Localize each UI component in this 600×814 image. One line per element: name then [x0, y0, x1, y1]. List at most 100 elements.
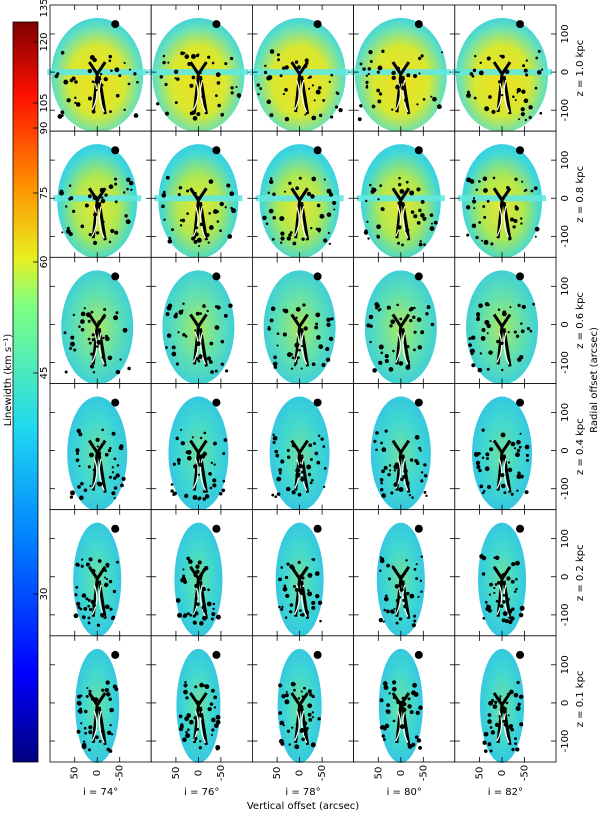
contour — [307, 689, 312, 694]
contour — [388, 692, 391, 695]
contour — [121, 476, 126, 481]
contour — [500, 196, 503, 199]
contour — [92, 371, 96, 374]
contour — [76, 729, 81, 734]
contour — [319, 213, 325, 219]
panel — [251, 256, 354, 385]
contour — [380, 487, 384, 492]
contour — [87, 68, 93, 74]
contour — [481, 572, 486, 576]
contour — [210, 370, 214, 374]
contour — [187, 62, 192, 67]
contour — [192, 79, 206, 113]
contour — [270, 306, 276, 312]
contour — [309, 481, 313, 485]
contour — [395, 332, 409, 365]
contour — [88, 607, 93, 612]
contour — [497, 80, 502, 84]
contour — [491, 109, 496, 115]
contour — [420, 555, 424, 558]
panel — [454, 130, 557, 259]
contour — [294, 710, 308, 744]
contour — [179, 219, 183, 222]
contour — [278, 711, 283, 715]
contour — [267, 327, 271, 331]
contour — [307, 472, 312, 477]
contour — [69, 196, 74, 201]
contour — [525, 73, 529, 77]
contour — [192, 614, 196, 618]
contour — [189, 613, 193, 617]
panel — [49, 383, 152, 511]
colorbar-tick-label: 120 — [39, 32, 50, 51]
contour — [171, 345, 176, 350]
contour — [113, 486, 118, 490]
contour — [123, 108, 126, 112]
contour — [365, 199, 368, 203]
contour — [326, 322, 331, 327]
contour — [91, 109, 96, 114]
contour — [508, 236, 512, 240]
contour — [73, 348, 77, 352]
contour — [400, 580, 405, 585]
contour — [206, 356, 212, 361]
y-tick-label: -100 — [560, 604, 571, 627]
column-label: i = 78° — [285, 787, 320, 798]
contour — [486, 457, 489, 461]
contour — [315, 89, 321, 95]
contour — [391, 70, 396, 76]
contour — [413, 348, 416, 352]
contour — [285, 593, 290, 599]
contour — [414, 735, 419, 739]
contour — [317, 717, 321, 721]
contour — [513, 692, 519, 698]
contour — [184, 335, 188, 338]
contour — [290, 367, 294, 370]
contour — [499, 54, 502, 58]
contour — [226, 183, 231, 188]
contour — [164, 82, 168, 87]
contour — [295, 472, 301, 478]
contour — [325, 346, 330, 352]
contour — [280, 566, 284, 569]
contour — [215, 614, 221, 620]
contour — [372, 368, 377, 373]
contour — [479, 484, 484, 489]
contour — [503, 491, 507, 495]
contour — [93, 697, 99, 702]
contour — [66, 98, 71, 103]
contour — [298, 463, 303, 469]
x-tick-label: -50 — [115, 765, 126, 781]
contour — [90, 696, 96, 701]
contour — [196, 112, 201, 117]
contour — [509, 689, 514, 695]
x-tick-label: -50 — [418, 765, 429, 781]
contour — [81, 615, 86, 620]
contour — [114, 182, 118, 186]
contour — [478, 303, 483, 309]
contour — [202, 615, 207, 621]
contour — [101, 688, 105, 692]
contour — [224, 206, 227, 209]
column-label: i = 80° — [387, 787, 422, 798]
contour — [286, 448, 290, 453]
contour — [398, 176, 401, 180]
contour — [212, 650, 221, 659]
contour — [199, 574, 203, 578]
contour — [401, 85, 406, 91]
contour — [308, 717, 313, 722]
contour — [83, 307, 86, 310]
contour — [77, 694, 82, 699]
contour — [288, 743, 291, 746]
contour — [526, 458, 530, 462]
contour — [193, 572, 198, 578]
contour — [399, 705, 403, 709]
contour — [335, 91, 339, 94]
contour — [284, 88, 288, 92]
contour — [174, 77, 177, 80]
contour — [526, 327, 531, 331]
contour — [186, 556, 191, 561]
contour — [483, 749, 488, 753]
contour — [278, 577, 282, 582]
x-tick-label: 0 — [193, 770, 204, 776]
